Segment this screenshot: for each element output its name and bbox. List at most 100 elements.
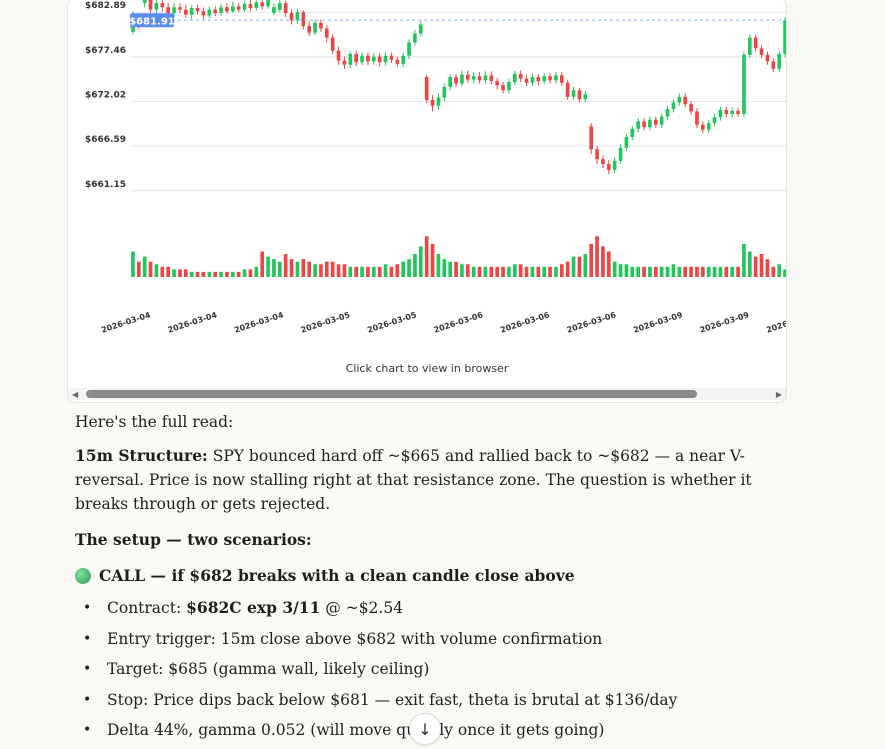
volume-bar [354,266,359,277]
candle-body [354,54,359,63]
volume-bar [377,266,382,277]
volume-bar [189,271,194,277]
volume-bar [389,266,394,277]
candle-body [142,0,147,4]
structure-paragraph: 15m Structure: SPY bounced hard off ~$66… [75,444,765,516]
candle-body [753,37,758,49]
x-tick-label: 2026-03-05 [300,310,352,335]
candle-body [695,111,699,125]
candle-body [712,117,717,124]
volume-bar [407,259,411,277]
volume-bar [225,271,229,277]
volume-bar [601,246,605,277]
call-heading: CALL — if $682 breaks with a clean candl… [75,564,765,588]
candle-body [383,55,388,63]
volume-bar [624,264,629,277]
volume-bar [677,266,682,277]
volume-bar [366,266,370,277]
candle-body [724,109,729,114]
volume-bar [683,266,688,277]
candle-body [783,20,786,55]
volume-bar [559,264,564,277]
volume-bar [589,243,594,277]
volume-bar [336,264,341,277]
candle-body [225,7,229,12]
candle-body [342,60,347,65]
y-tick-label: $661.15 [85,180,126,190]
candle-body [489,75,494,82]
candle-body [360,55,364,63]
candle-body [395,59,400,64]
candle-body [324,28,329,38]
volume-bar [360,266,364,277]
candle-body [771,61,776,69]
volume-bar [460,264,464,277]
volume-bar [401,261,406,277]
chart-card[interactable]: $682.89 $677.46 $672.02 $666.59 $661.15 $681.… [67,0,787,403]
candle-body [307,26,312,33]
volume-bar [442,259,447,277]
volume-bar [254,266,259,277]
y-tick-label: $666.59 [85,135,126,145]
volume-bar [742,243,746,277]
volume-bar [236,271,241,277]
candle-body [418,24,423,34]
structure-text: SPY bounced hard off ~$665 and rallied b… [75,447,752,513]
candle-body [742,54,746,114]
scroll-right-icon[interactable]: ▶ [775,390,782,399]
volume-bar [489,266,494,277]
candle-body [565,82,570,97]
candle-body [166,7,171,13]
volume-bar [160,266,165,277]
volume-bar [665,266,670,277]
volume-bar [465,264,470,277]
scrollbar-thumb[interactable] [86,390,697,398]
candle-body [700,124,705,130]
bullet-suffix: @ ~$2.54 [320,599,404,617]
volume-bar [277,261,282,277]
candle-body [501,85,505,91]
candle-body [777,54,782,69]
candle-body [260,2,265,7]
candle-body [248,3,253,9]
y-tick-label: $682.89 [85,1,126,11]
candle-body [530,77,535,83]
x-tick-label: 2026-03-05 [366,310,418,335]
volume-bar [348,266,353,277]
x-tick-label: 2026-03-06 [566,310,618,335]
volume-bar [295,261,300,277]
volume-bar [712,266,717,277]
volume-bar [648,266,652,277]
chart-caption[interactable]: Click chart to view in browser [345,362,509,375]
candlestick-chart[interactable]: $682.89 $677.46 $672.02 $666.59 $661.15 $681.… [68,0,787,388]
candle-body [201,11,206,16]
candle-body [589,126,594,150]
volume-bar [471,266,476,277]
volume-bar [507,266,511,277]
scroll-left-icon[interactable]: ◀ [72,390,79,399]
candle-body [413,33,417,43]
volume-bar [577,256,582,277]
volume-bar [689,266,693,277]
candle-body [377,56,382,63]
candle-body [636,121,641,129]
volume-bar [154,264,159,277]
list-item: Target: $685 (gamma wall, likely ceiling… [83,657,765,681]
candle-body [283,3,288,13]
candle-body [747,37,752,55]
candle-body [618,147,623,161]
candle-body [706,123,711,130]
candle-body [442,86,447,98]
scroll-to-bottom-button[interactable]: ↓ [409,713,441,745]
candle-body [595,149,599,160]
candle-body [653,119,658,125]
horizontal-scrollbar[interactable]: ◀ ▶ [68,388,786,400]
volume-bar [272,259,276,277]
arrow-down-icon: ↓ [418,719,432,739]
volume-bar [131,251,135,277]
volume-bar [771,266,776,277]
volume-bar [747,251,752,277]
list-item: Contract: $682C exp 3/11 @ ~$2.54 [83,596,765,620]
volume-bar [501,266,505,277]
candle-body [765,54,770,62]
